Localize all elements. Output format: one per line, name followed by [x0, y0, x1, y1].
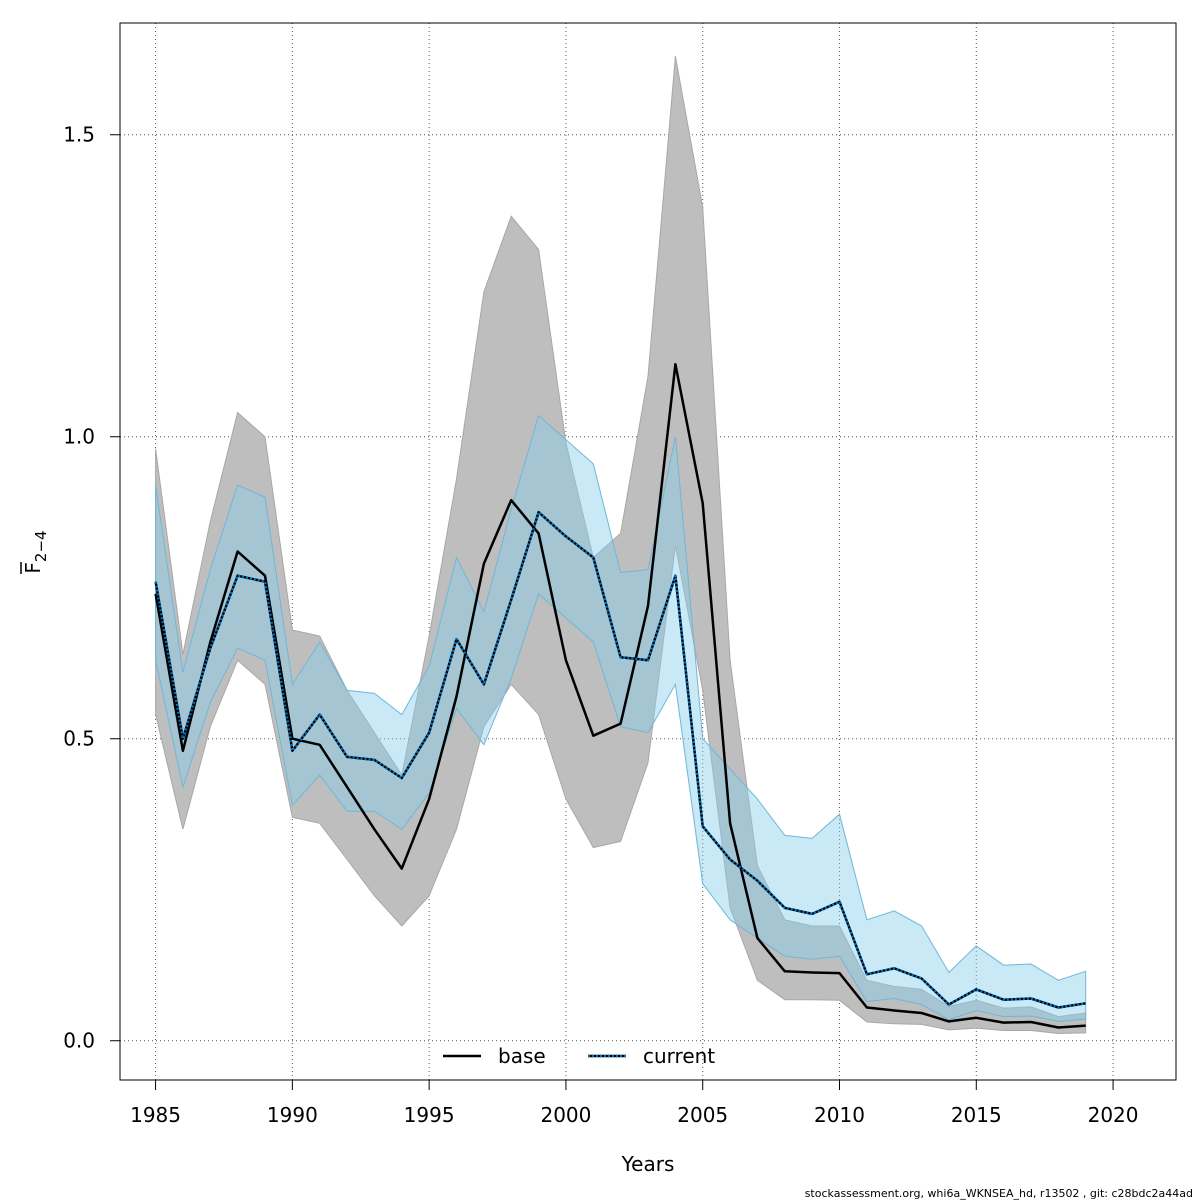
y-axis-title-sub: 2−4: [32, 530, 50, 562]
y-tick-label: 1.0: [63, 425, 95, 449]
footer-credit: stockassessment.org, whi6a_WKNSEA_hd, r1…: [805, 1187, 1193, 1200]
x-axis: 1985 1990 1995 2000 2005 2010 2015 2020: [130, 1079, 1139, 1127]
x-axis-title: Years: [621, 1152, 675, 1176]
x-tick-label: 2000: [540, 1103, 591, 1127]
y-tick-label: 0.5: [63, 727, 95, 751]
y-tick-label: 0.0: [63, 1029, 95, 1053]
legend: base current: [443, 1044, 715, 1068]
x-tick-label: 2015: [951, 1103, 1002, 1127]
series-line-current: [154, 510, 1086, 1009]
y-tick-label: 1.5: [63, 123, 95, 147]
x-tick-label: 2010: [814, 1103, 865, 1127]
x-tick-label: 2005: [677, 1103, 728, 1127]
series-line-base: [154, 363, 1086, 1029]
y-axis: 0.0 0.5 1.0 1.5: [63, 123, 121, 1053]
legend-label-base: base: [498, 1044, 546, 1068]
x-tick-label: 1985: [130, 1103, 181, 1127]
y-axis-title-main: F: [21, 562, 45, 574]
series-lines: [154, 363, 1086, 1029]
x-tick-label: 2020: [1088, 1103, 1139, 1127]
y-axis-title: F2−4: [20, 530, 50, 574]
legend-label-current: current: [643, 1044, 715, 1068]
x-tick-label: 1990: [267, 1103, 318, 1127]
band-base: [155, 56, 1087, 1035]
svg-text:F2−4: F2−4: [21, 530, 50, 573]
x-tick-label: 1995: [404, 1103, 455, 1127]
